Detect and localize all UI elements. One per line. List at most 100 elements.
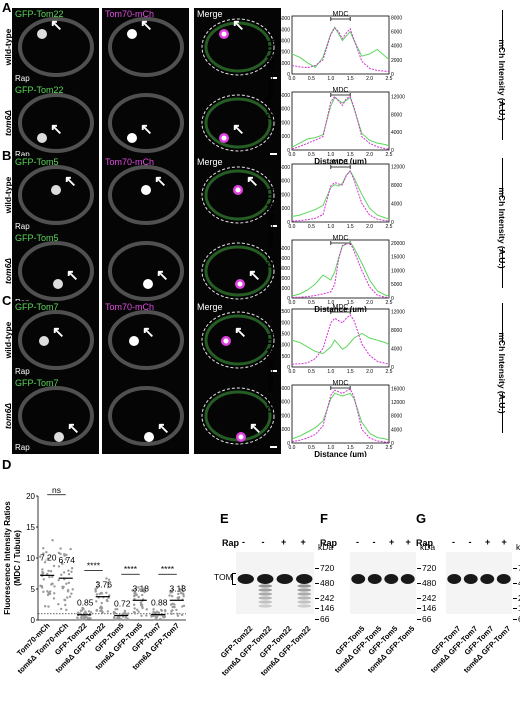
gfp-tick-label: 2000 [279, 50, 290, 56]
d-y-axis-label-1: Fluorescence Intensity Ratios [3, 501, 12, 615]
arrow-icon: ↖ [50, 121, 63, 138]
d-data-point [107, 578, 111, 581]
x-tick-label: 0.0 [289, 76, 296, 82]
d-data-point [135, 593, 138, 597]
micrograph-b-r2-c2: ↖ [102, 232, 189, 309]
marker-tick [417, 568, 421, 569]
d-y-tick: 20 [26, 492, 35, 501]
d-data-point [137, 586, 140, 589]
mch-tick-label: 4000 [391, 346, 402, 352]
channel-label-protein: GFP-Tom5 [15, 157, 59, 167]
rap-label: Rap [15, 74, 30, 83]
mch-tick-label: 4000 [391, 201, 402, 207]
d-data-point [123, 618, 127, 621]
d-data-point [65, 582, 68, 585]
scale-bar [270, 153, 277, 155]
d-data-point [57, 578, 60, 582]
arrow-icon: ↖ [140, 121, 153, 138]
channel-label-merge: Merge [197, 157, 223, 167]
d-mean-label: 3.76 [95, 580, 112, 590]
mch-tick-label: 16000 [391, 386, 405, 392]
marker-tick [315, 619, 319, 620]
mdc-label: MDC [333, 235, 349, 242]
rap-sign: - [468, 537, 472, 547]
western-blot-f [350, 552, 416, 614]
gfp-tick-label: 4000 [279, 93, 290, 99]
d-data-point [52, 564, 56, 568]
d-data-point [84, 615, 87, 619]
d-data-point [59, 547, 62, 550]
d-data-point [137, 595, 140, 599]
d-data-point [114, 608, 117, 611]
mch-tick-label: 4000 [391, 44, 402, 50]
d-data-point [132, 603, 136, 606]
d-data-point [50, 582, 53, 586]
d-data-point [64, 603, 67, 607]
x-tick-label: 0.5 [308, 445, 315, 451]
d-data-point [107, 586, 110, 589]
mch-tick-label: 0 [391, 220, 394, 226]
mch-tick-label: 2000 [391, 58, 402, 64]
d-data-point [59, 607, 63, 611]
x-tick-label: 2.5 [386, 224, 393, 230]
d-data-point [159, 617, 162, 621]
d-data-point [126, 617, 129, 620]
rap-sign: + [389, 537, 395, 547]
d-data-point [127, 612, 130, 615]
d-data-point [99, 609, 102, 612]
panel-letter-a: A [2, 0, 12, 15]
mch-tick-label: 12000 [391, 94, 405, 100]
kda-marker-label: 146 [518, 603, 520, 613]
mch-tick-label: 8000 [391, 112, 402, 118]
d-data-point [139, 601, 143, 604]
arrow-icon: ↖ [66, 267, 79, 284]
d-data-point [67, 572, 71, 576]
micrograph-c-r2-c3: ↖ [194, 377, 281, 454]
micrograph-c-r1-c1: GFP-Tom7 Rap ↖ [12, 301, 99, 378]
x-tick-label: 0.0 [289, 369, 296, 375]
x-tick-label: 2.5 [386, 445, 393, 451]
gfp-tick-label: 3000 [279, 39, 290, 45]
x-tick-label: 2.0 [366, 445, 373, 451]
d-data-point [62, 571, 66, 574]
d-data-point [132, 588, 135, 592]
marker-tick [513, 568, 517, 569]
gfp-intensity-axis-label: GFP Intensity (A.U.) [265, 40, 275, 120]
gfp-tick-label: 4000 [279, 256, 290, 262]
d-significance-label: **** [161, 564, 175, 574]
d-data-point [170, 612, 173, 616]
rap-sign: + [281, 537, 287, 547]
d-data-point [132, 610, 136, 614]
gfp-tick-label: 2000 [279, 413, 290, 419]
rap-sign: + [501, 537, 507, 547]
d-data-point [108, 594, 111, 597]
intensity-profile-plot-c-1: MDC 0 500 1000 1500 2000 2500 0 4000 8000 12000 0.0… [279, 304, 405, 375]
mch-tick-label: 0 [391, 72, 394, 78]
d-data-point [134, 588, 138, 591]
x-tick-label: 1.5 [347, 76, 354, 82]
intensity-profile-plot-b-1: MDC 0 1000 2000 3000 4000 0 4000 8000 12000 0.0 0.5… [279, 159, 405, 230]
x-tick-label: 1.0 [327, 300, 334, 306]
d-data-point [43, 561, 47, 564]
gfp-tick-label: 500 [282, 354, 291, 360]
gfp-tick-label: 5000 [279, 16, 290, 22]
d-data-point [39, 555, 42, 558]
d-data-point [57, 602, 60, 606]
arrow-icon: ↖ [140, 17, 153, 34]
gfp-tick-label: 1000 [279, 427, 290, 433]
d-data-point [48, 592, 52, 596]
d-data-point [132, 594, 136, 598]
gfp-tick-label: 0 [287, 365, 290, 371]
d-mean-label: 6.74 [58, 555, 75, 565]
d-data-point [42, 552, 45, 555]
x-tick-label: 1.0 [327, 369, 334, 375]
intensity-profile-plot-c-2: MDC 0 1000 2000 3000 4000 0 4000 8000 12000 16000 0… [279, 380, 405, 457]
d-data-point [140, 603, 144, 607]
x-tick-label: 2.0 [366, 152, 373, 158]
d-data-point [95, 600, 98, 603]
d-data-point [178, 588, 182, 591]
x-tick-label: 0.5 [308, 76, 315, 82]
d-data-point [140, 614, 143, 617]
mch-tick-label: 0 [391, 296, 394, 302]
d-data-point [124, 615, 128, 619]
